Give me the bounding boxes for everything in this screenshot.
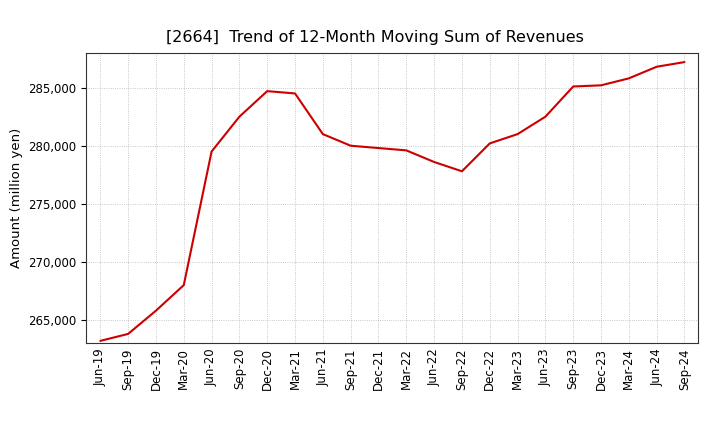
Text: [2664]  Trend of 12-Month Moving Sum of Revenues: [2664] Trend of 12-Month Moving Sum of R… — [166, 29, 584, 45]
Y-axis label: Amount (million yen): Amount (million yen) — [10, 128, 23, 268]
